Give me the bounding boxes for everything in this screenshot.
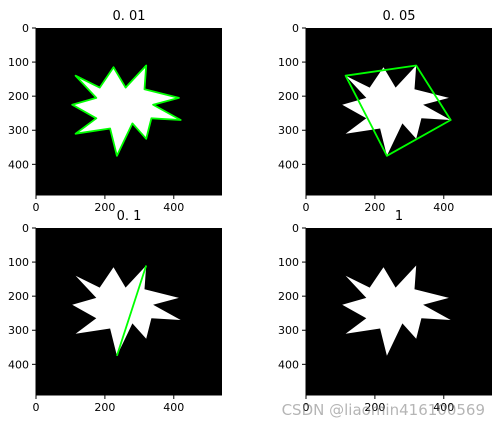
subplot-4: 1 0 200 400 0 100 200 300 400 bbox=[278, 209, 492, 414]
y-tick-label: 300 bbox=[278, 324, 299, 337]
y-tick-label: 200 bbox=[278, 90, 299, 103]
x-tick-label: 400 bbox=[163, 201, 184, 214]
star-shape bbox=[342, 65, 451, 156]
y-tick-label: 0 bbox=[22, 222, 29, 235]
x-tick-label: 400 bbox=[433, 201, 454, 214]
x-tick-label: 200 bbox=[364, 401, 385, 414]
y-tick-label: 300 bbox=[8, 324, 29, 337]
y-tick-label: 200 bbox=[278, 290, 299, 303]
x-tick-label: 400 bbox=[433, 401, 454, 414]
y-tick-label: 100 bbox=[8, 56, 29, 69]
x-tick-label: 400 bbox=[163, 401, 184, 414]
y-tick-label: 100 bbox=[278, 256, 299, 269]
star-shape bbox=[342, 265, 451, 356]
y-tick-label: 0 bbox=[292, 22, 299, 35]
y-tick-label: 0 bbox=[292, 222, 299, 235]
subplot-1: 0. 01 0 200 400 0 100 200 300 400 bbox=[8, 9, 222, 214]
x-tick-label: 0 bbox=[33, 201, 40, 214]
x-tick-label: 0 bbox=[303, 401, 310, 414]
approx-contour bbox=[71, 64, 182, 157]
x-tick-label: 200 bbox=[364, 201, 385, 214]
x-tick-label: 200 bbox=[94, 401, 115, 414]
subplot-title: 1 bbox=[395, 209, 403, 224]
y-tick-label: 400 bbox=[8, 358, 29, 371]
y-tick-label: 300 bbox=[8, 124, 29, 137]
y-tick-label: 100 bbox=[278, 56, 299, 69]
subplot-2: 0. 05 0 200 400 0 100 200 300 400 bbox=[278, 9, 492, 214]
y-tick-label: 100 bbox=[8, 256, 29, 269]
y-tick-label: 300 bbox=[278, 124, 299, 137]
y-tick-label: 400 bbox=[278, 158, 299, 171]
x-tick-label: 0 bbox=[33, 401, 40, 414]
approx-contour bbox=[116, 265, 148, 357]
y-tick-label: 400 bbox=[8, 158, 29, 171]
star-shape bbox=[72, 265, 181, 356]
x-tick-label: 0 bbox=[303, 201, 310, 214]
subplot-title: 0. 05 bbox=[382, 9, 415, 24]
subplot-3: 0. 1 0 200 400 0 100 200 300 400 bbox=[8, 209, 222, 414]
approx-contour bbox=[344, 64, 452, 157]
y-tick-label: 200 bbox=[8, 90, 29, 103]
watermark-text: CSDN @liaomin416100569 bbox=[281, 401, 485, 419]
y-tick-label: 200 bbox=[8, 290, 29, 303]
subplot-title: 0. 01 bbox=[112, 9, 145, 24]
y-tick-label: 400 bbox=[278, 358, 299, 371]
subplot-title: 0. 1 bbox=[117, 209, 142, 224]
x-tick-label: 200 bbox=[94, 201, 115, 214]
y-tick-label: 0 bbox=[22, 22, 29, 35]
